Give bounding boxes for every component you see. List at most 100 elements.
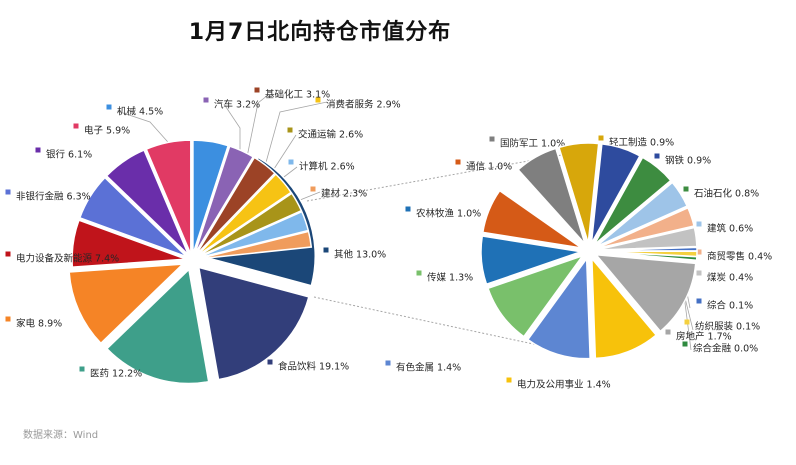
primary-label-marker-4: [5, 251, 11, 257]
secondary-label-marker-4: [696, 221, 702, 227]
primary-leader-line-5: [299, 191, 321, 201]
secondary-data-label-4: 建筑 0.6%: [707, 223, 753, 235]
primary-data-label-1: 食品饮料 19.1%: [278, 361, 349, 373]
secondary-label-marker-2: [654, 153, 660, 159]
secondary-data-label-8: 纺织服装 0.1%: [695, 321, 760, 333]
secondary-slice-3: [593, 156, 672, 246]
secondary-slice-4: [595, 181, 689, 248]
primary-data-label-12: 交通运输 2.6%: [298, 129, 363, 141]
secondary-label-marker-13: [416, 270, 422, 276]
secondary-data-label-15: 通信 1.0%: [466, 161, 512, 173]
secondary-data-label-7: 综合 0.1%: [707, 300, 753, 312]
secondary-label-marker-0: [489, 136, 495, 142]
secondary-data-label-11: 电力及公用事业 1.4%: [517, 379, 611, 391]
source-note: 数据来源：Wind: [23, 430, 99, 441]
secondary-slice-1: [558, 142, 600, 244]
primary-data-label-5: 非银行金融 6.3%: [16, 191, 91, 203]
primary-leader-line-3: [271, 134, 297, 173]
primary-data-label-8: 机械 4.5%: [117, 106, 163, 118]
secondary-data-label-12: 有色金属 1.4%: [396, 362, 461, 374]
primary-label-marker-9: [203, 97, 209, 103]
primary-slice-2: [105, 267, 210, 385]
primary-data-label-6: 银行 6.1%: [46, 149, 92, 161]
secondary-data-label-9: 综合金融 0.0%: [693, 343, 758, 355]
secondary-data-label-1: 轻工制造 0.9%: [609, 137, 674, 149]
primary-data-label-11: 消费者服务 2.9%: [326, 99, 401, 111]
secondary-data-label-13: 传媒 1.3%: [427, 272, 473, 284]
connector-line-bottom: [313, 296, 553, 349]
secondary-slice-0: [517, 147, 586, 245]
primary-data-label-3: 家电 8.9%: [16, 318, 62, 330]
secondary-data-label-6: 煤炭 0.4%: [707, 272, 753, 284]
secondary-label-marker-14: [405, 206, 411, 212]
secondary-data-label-0: 国防军工 1.0%: [500, 138, 565, 150]
primary-label-marker-3: [5, 316, 11, 322]
primary-slice-7: [145, 139, 192, 255]
primary-label-marker-0: [323, 247, 329, 253]
primary-slice-13: [197, 210, 310, 259]
primary-data-label-14: 建材 2.3%: [321, 188, 367, 200]
primary-label-marker-11: [315, 97, 321, 103]
primary-slice-9: [193, 145, 255, 255]
primary-slice-6: [105, 149, 190, 256]
secondary-slice-11: [591, 256, 658, 360]
primary-slice-14: [197, 230, 313, 260]
secondary-label-marker-7: [696, 298, 702, 304]
secondary-label-marker-9: [682, 341, 688, 347]
primary-slice-8: [192, 139, 230, 255]
primary-data-label-7: 电子 5.9%: [84, 125, 130, 137]
primary-label-marker-1: [267, 359, 273, 365]
primary-slice-4: [71, 219, 187, 268]
primary-slice-3: [68, 263, 185, 345]
primary-leader-line-1: [246, 94, 269, 158]
secondary-data-label-5: 商贸零售 0.4%: [707, 251, 772, 263]
primary-label-marker-13: [288, 159, 294, 165]
primary-label-marker-6: [35, 147, 41, 153]
secondary-label-marker-11: [506, 377, 512, 383]
primary-data-label-9: 汽车 3.2%: [214, 99, 260, 111]
primary-data-label-13: 计算机 2.6%: [299, 161, 355, 173]
primary-data-label-10: 基础化工 3.1%: [265, 89, 330, 101]
primary-label-marker-12: [287, 127, 293, 133]
primary-slice-5: [78, 176, 188, 258]
secondary-label-marker-15: [455, 159, 461, 165]
primary-slice-12: [196, 192, 303, 258]
primary-slice-1: [197, 266, 310, 381]
secondary-label-marker-10: [665, 329, 671, 335]
primary-label-marker-7: [73, 123, 79, 129]
primary-label-marker-10: [254, 87, 260, 93]
primary-slice-11: [196, 173, 293, 257]
secondary-slice-2: [590, 143, 641, 244]
primary-data-label-0: 其他 13.0%: [334, 249, 386, 261]
secondary-slice-15: [481, 189, 583, 249]
secondary-label-marker-5: [696, 249, 702, 255]
secondary-slice-6: [596, 226, 698, 251]
secondary-slice-10: [594, 253, 697, 333]
primary-label-marker-5: [5, 189, 11, 195]
primary-slice-10: [195, 156, 276, 256]
secondary-label-marker-6: [696, 270, 702, 276]
secondary-slice-14: [480, 235, 582, 286]
secondary-label-marker-1: [598, 135, 604, 141]
secondary-slice-12: [526, 256, 591, 360]
primary-label-marker-8: [106, 104, 112, 110]
secondary-label-marker-12: [385, 360, 391, 366]
primary-label-marker-14: [310, 186, 316, 192]
secondary-data-label-14: 农林牧渔 1.0%: [416, 208, 481, 220]
primary-label-marker-2: [79, 366, 85, 372]
primary-data-label-4: 电力设备及新能源 7.4%: [16, 253, 119, 265]
chart-title: 1月7日北向持仓市值分布: [188, 20, 452, 45]
secondary-slice-5: [596, 206, 695, 250]
primary-leader-line-0: [223, 103, 241, 155]
secondary-data-label-2: 钢铁 0.9%: [665, 155, 711, 167]
secondary-slice-9: [596, 250, 698, 262]
secondary-data-label-3: 石油石化 0.8%: [694, 188, 759, 200]
secondary-label-marker-8: [684, 319, 690, 325]
secondary-label-marker-3: [683, 186, 689, 192]
primary-data-label-2: 医药 12.2%: [90, 369, 142, 380]
primary-leader-line-6: [116, 110, 176, 151]
secondary-data-label-10: 房地产 1.7%: [676, 331, 732, 343]
secondary-slice-13: [487, 254, 585, 338]
primary-leader-line-2: [264, 101, 328, 167]
